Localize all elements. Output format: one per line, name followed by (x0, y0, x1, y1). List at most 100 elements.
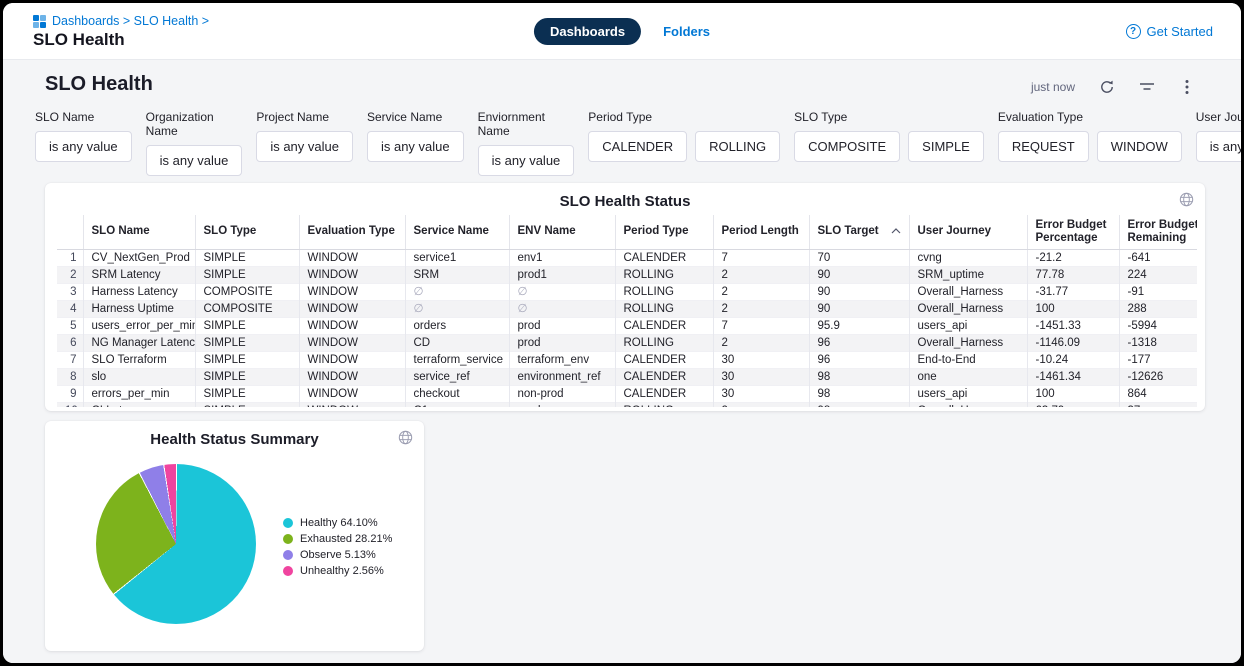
table-cell: checkout (404, 385, 509, 402)
filter-button[interactable]: is any value (256, 131, 353, 162)
sort-asc-icon (891, 225, 901, 238)
get-started-label: Get Started (1146, 24, 1213, 39)
table-cell: prod (508, 317, 615, 334)
filter-button[interactable]: is any value (1195, 131, 1241, 162)
column-header[interactable]: ENV Name (508, 215, 615, 250)
table-cell: cvng (908, 249, 1027, 266)
table-cell: ROLLING (614, 266, 713, 283)
table-cell: 7 (712, 249, 809, 266)
table-cell: ROLLING (614, 283, 713, 300)
legend-label: Observe 5.13% (300, 549, 376, 561)
dashboard-content: SLO Health just now SLO Name is any value… (3, 60, 1241, 663)
breadcrumb-link[interactable]: Dashboards (52, 14, 120, 28)
globe-icon[interactable] (398, 430, 413, 450)
table-row: 7 SLO Terraform SIMPLE WINDOW terraform_serv… (57, 351, 1197, 368)
filter-group: Project Name is any value (256, 110, 353, 176)
health-status-pie[interactable] (96, 464, 256, 624)
table-cell: -641 (1118, 249, 1197, 266)
table-cell: 288 (1118, 300, 1197, 317)
filter-button[interactable]: WINDOW (1096, 131, 1182, 162)
row-number-cell: 3 (70, 285, 77, 298)
filter-button[interactable]: SIMPLE (908, 131, 984, 162)
table-cell: ∅ (508, 300, 615, 317)
get-started-link[interactable]: ? Get Started (1125, 24, 1213, 39)
legend-color-dot (283, 566, 293, 576)
table-cell: 96 (808, 334, 909, 351)
table-cell: SIMPLE (194, 351, 299, 368)
table-cell: SIMPLE (194, 334, 299, 351)
table-cell: 90 (808, 300, 909, 317)
filter-button[interactable]: is any value (35, 131, 132, 162)
table-cell: SIMPLE (194, 402, 299, 407)
table-cell: SIMPLE (194, 385, 299, 402)
column-header[interactable]: Period Length (712, 215, 809, 250)
table-cell: WINDOW (298, 300, 405, 317)
table-cell: non-prod (508, 385, 615, 402)
filter-button[interactable]: is any value (366, 131, 464, 162)
filter-button[interactable]: CALENDER (588, 131, 688, 162)
filter-group: Period Type CALENDER ROLLING (588, 110, 781, 176)
kebab-menu-icon[interactable] (1179, 79, 1195, 95)
table-cell: 7 (712, 317, 809, 334)
filter-group: Service Name is any value (366, 110, 464, 176)
filter-button[interactable]: is any value (145, 145, 243, 176)
table-cell: CALENDER (614, 385, 713, 402)
table-cell: CALENDER (614, 249, 713, 266)
table-cell: Overall_Harness (908, 334, 1027, 351)
row-number-header (57, 215, 83, 250)
column-header[interactable]: Error Budget Remaining (1118, 215, 1197, 250)
breadcrumb-separator: > (119, 14, 134, 28)
tab-folders[interactable]: Folders (663, 24, 711, 39)
health-status-summary-card: Health Status Summary Healthy 64.10% Exha… (45, 421, 424, 651)
table-cell: ∅ (508, 283, 615, 300)
table-cell: 90 (808, 283, 909, 300)
filter-button[interactable]: is any value (477, 145, 575, 176)
table-cell: -1146.09 (1026, 334, 1119, 351)
table-cell: WINDOW (298, 385, 405, 402)
filter-button[interactable]: ROLLING (695, 131, 781, 162)
table-cell: WINDOW (298, 266, 405, 283)
help-question-icon: ? (1125, 24, 1141, 39)
table-cell: one (908, 368, 1027, 385)
column-header[interactable]: SLO Type (194, 215, 299, 250)
table-cell: 96 (808, 351, 909, 368)
table-cell: 100 (1026, 300, 1119, 317)
filter-label: Enviornment Name (477, 110, 545, 138)
table-cell: COMPOSITE (194, 283, 299, 300)
table-cell: 98 (808, 385, 909, 402)
legend-item[interactable]: Exhausted 28.21% (283, 533, 392, 545)
table-cell: ROLLING (614, 334, 713, 351)
column-header[interactable]: Evaluation Type (298, 215, 405, 250)
table-cell: 77.78 (1026, 266, 1119, 283)
filter-group: User Journey is any value (1195, 110, 1241, 176)
legend-item[interactable]: Observe 5.13% (283, 549, 392, 561)
table-cell: 100 (1026, 385, 1119, 402)
breadcrumb-link[interactable]: SLO Health (133, 14, 199, 28)
filter-label: Project Name (256, 110, 330, 124)
table-cell: 2 (712, 266, 809, 283)
legend-item[interactable]: Healthy 64.10% (283, 517, 392, 529)
table-cell: 37 (1118, 402, 1197, 407)
filter-button[interactable]: REQUEST (997, 131, 1089, 162)
column-header[interactable]: Period Type (614, 215, 713, 250)
pie-chart-title: Health Status Summary (150, 431, 319, 448)
column-header[interactable]: SLO Name (82, 215, 195, 250)
table-cell: 30 (712, 385, 809, 402)
column-header[interactable]: SLO Target (808, 215, 909, 250)
breadcrumb: Dashboards > SLO Health > (33, 14, 209, 28)
legend-item[interactable]: Unhealthy 2.56% (283, 565, 392, 577)
column-header[interactable]: Service Name (404, 215, 509, 250)
tab-dashboards[interactable]: Dashboards (533, 18, 642, 45)
top-bar: Dashboards > SLO Health > SLO Health Das… (3, 3, 1241, 60)
column-header[interactable]: User Journey (908, 215, 1027, 250)
filter-button[interactable]: COMPOSITE (794, 131, 901, 162)
table-cell: WINDOW (298, 368, 405, 385)
table-cell: CD (404, 334, 509, 351)
globe-icon[interactable] (1179, 192, 1194, 212)
table-cell: 95.9 (808, 317, 909, 334)
table-cell: WINDOW (298, 402, 405, 407)
filter-icon[interactable] (1139, 79, 1155, 95)
column-header[interactable]: Error Budget Percentage (1026, 215, 1119, 250)
refresh-icon[interactable] (1099, 79, 1115, 95)
table-cell: WINDOW (298, 283, 405, 300)
